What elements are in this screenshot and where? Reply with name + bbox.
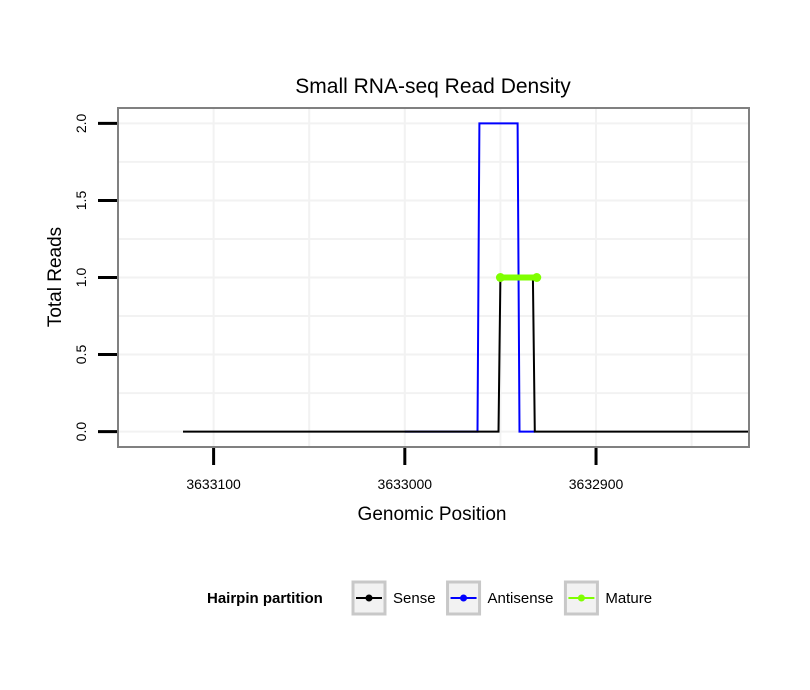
legend-label: Mature xyxy=(605,590,652,607)
legend-label: Sense xyxy=(393,590,436,607)
x-axis: 3633100 3633000 3632900 xyxy=(186,448,623,492)
data-series xyxy=(183,122,749,433)
y-tick-label: 1.5 xyxy=(73,191,89,211)
legend-key-point xyxy=(577,594,585,602)
x-tick-label: 3633100 xyxy=(186,476,241,492)
legend-entry-antisense: Antisense xyxy=(446,580,554,616)
y-tick-label: 0.0 xyxy=(73,422,89,442)
x-axis-label: Genomic Position xyxy=(358,504,507,525)
plot-panel-border xyxy=(117,107,750,448)
legend-label: Antisense xyxy=(488,590,554,607)
series-mature-point xyxy=(532,273,542,282)
y-axis-label: Total Reads xyxy=(45,227,66,327)
y-axis: 0.0 0.5 1.0 1.5 2.0 xyxy=(73,113,117,441)
legend-key-point xyxy=(460,594,468,602)
y-tick-label: 1.0 xyxy=(73,268,89,288)
y-tick-label: 2.0 xyxy=(73,113,89,133)
legend-key-point xyxy=(365,594,373,602)
y-tick-label: 0.5 xyxy=(73,345,89,365)
legend-entry-mature: Mature xyxy=(563,580,652,616)
x-tick-label: 3632900 xyxy=(569,476,624,492)
grid-lines xyxy=(118,108,749,447)
x-tick-label: 3633000 xyxy=(378,476,433,492)
legend-title: Hairpin partition xyxy=(207,590,323,607)
legend-entry-sense: Sense xyxy=(351,580,436,616)
chart-title: Small RNA-seq Read Density xyxy=(295,75,571,98)
series-mature-point xyxy=(495,273,505,282)
legend: Hairpin partition Sense Antisense Mature xyxy=(207,580,652,616)
